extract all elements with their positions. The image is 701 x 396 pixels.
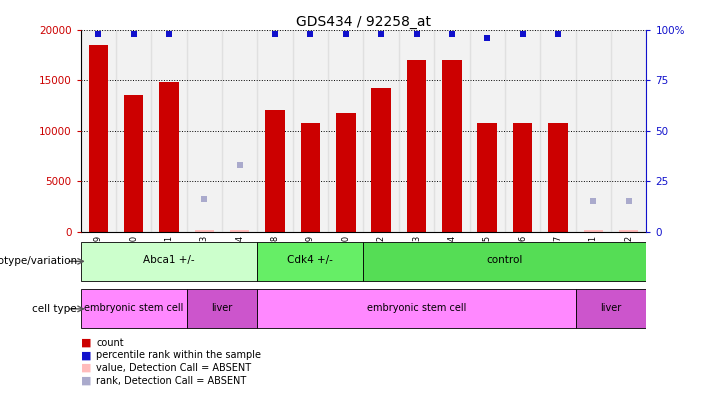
Text: embryonic stem cell: embryonic stem cell xyxy=(84,303,184,313)
Bar xyxy=(434,30,470,232)
Text: ■: ■ xyxy=(81,350,91,360)
Bar xyxy=(576,30,611,232)
Bar xyxy=(266,110,285,232)
Bar xyxy=(611,30,646,232)
Bar xyxy=(81,242,257,281)
Bar xyxy=(364,242,646,281)
Text: liver: liver xyxy=(212,303,233,313)
Bar xyxy=(186,30,222,232)
Text: value, Detection Call = ABSENT: value, Detection Call = ABSENT xyxy=(96,363,251,373)
Text: cell type: cell type xyxy=(32,304,77,314)
Bar xyxy=(186,289,257,329)
Bar xyxy=(301,123,320,232)
Text: Cdk4 +/-: Cdk4 +/- xyxy=(287,255,334,265)
Text: Abca1 +/-: Abca1 +/- xyxy=(143,255,195,265)
Bar xyxy=(548,123,568,232)
Title: GDS434 / 92258_at: GDS434 / 92258_at xyxy=(296,15,431,29)
Bar xyxy=(257,289,576,329)
Bar xyxy=(81,30,116,232)
Text: count: count xyxy=(96,337,123,348)
Bar xyxy=(583,230,603,232)
Bar xyxy=(159,82,179,232)
Text: rank, Detection Call = ABSENT: rank, Detection Call = ABSENT xyxy=(96,375,246,386)
Bar xyxy=(407,60,426,232)
Bar xyxy=(230,230,250,232)
Bar xyxy=(364,30,399,232)
Bar xyxy=(328,30,364,232)
Bar xyxy=(124,95,144,232)
Bar xyxy=(88,45,108,232)
Text: control: control xyxy=(486,255,523,265)
Bar xyxy=(442,60,461,232)
Bar xyxy=(619,230,639,232)
Bar xyxy=(222,30,257,232)
Bar xyxy=(470,30,505,232)
Bar xyxy=(513,123,532,232)
Bar xyxy=(257,242,364,281)
Bar xyxy=(195,230,214,232)
Text: ■: ■ xyxy=(81,337,91,348)
Text: ■: ■ xyxy=(81,363,91,373)
Bar xyxy=(372,88,391,232)
Bar xyxy=(116,30,151,232)
Text: liver: liver xyxy=(600,303,622,313)
Bar xyxy=(576,289,646,329)
Text: ■: ■ xyxy=(81,375,91,386)
Text: genotype/variation: genotype/variation xyxy=(0,256,77,267)
Bar xyxy=(81,289,186,329)
Bar xyxy=(399,30,434,232)
Text: percentile rank within the sample: percentile rank within the sample xyxy=(96,350,261,360)
Bar xyxy=(293,30,328,232)
Bar xyxy=(257,30,293,232)
Bar xyxy=(505,30,540,232)
Bar xyxy=(477,123,497,232)
Bar xyxy=(336,112,355,232)
Bar xyxy=(151,30,186,232)
Bar xyxy=(540,30,576,232)
Text: embryonic stem cell: embryonic stem cell xyxy=(367,303,466,313)
